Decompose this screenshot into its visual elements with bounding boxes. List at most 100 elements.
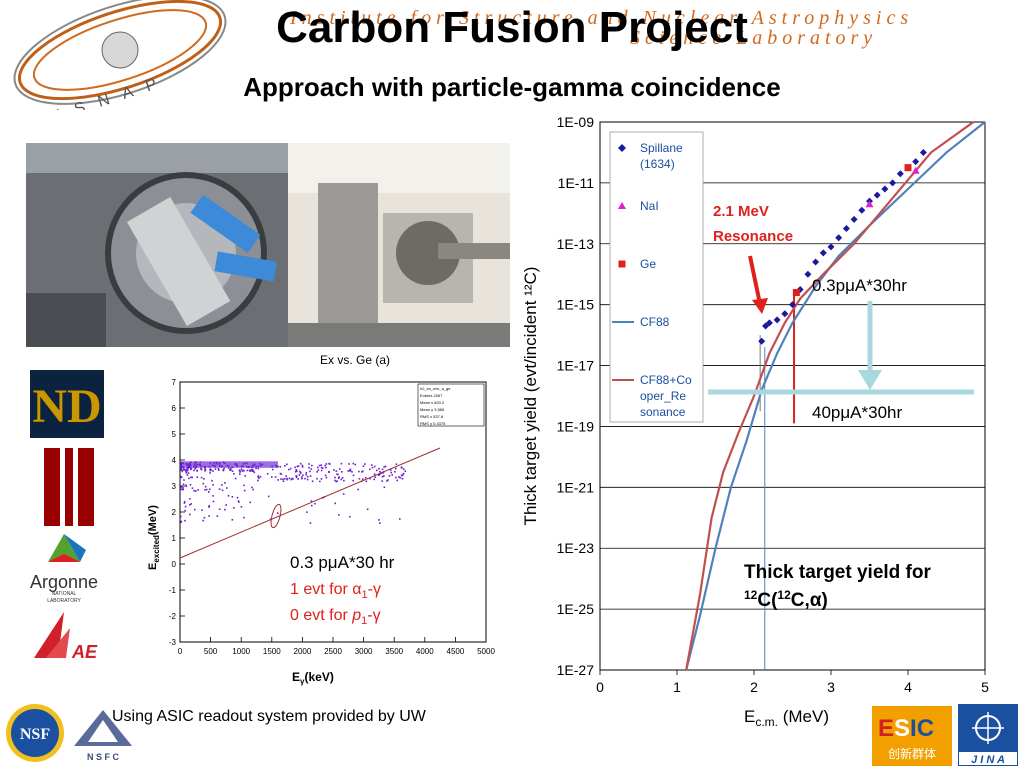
scatter-point — [306, 478, 309, 481]
scatter-point — [190, 476, 192, 479]
scatter-point — [211, 479, 213, 482]
argonne-text: Argonne — [29, 572, 99, 592]
scatter-point — [180, 469, 182, 471]
x-axis-ticks: 0 500 1000 1500 2000 2500 3000 3500 4000 4500 5000 — [178, 637, 495, 656]
scatter-point — [283, 478, 286, 480]
scatter-point — [362, 465, 365, 468]
scatter-point — [337, 477, 340, 480]
spillane-point — [889, 179, 897, 187]
y-tick-labels: 1E-09 1E-11 1E-13 1E-15 1E-17 1E-19 1E-21 1E-23… — [557, 114, 595, 678]
legend-label: NaI — [640, 199, 659, 213]
y-tick-label: 2 — [172, 508, 177, 517]
y-tick-label: 1 — [172, 534, 177, 543]
scatter-point — [274, 476, 277, 478]
scatter-point — [267, 495, 270, 498]
scatter-point — [299, 472, 302, 474]
scatter-point — [351, 471, 353, 473]
scatter-point — [340, 462, 343, 465]
x-tick-label: 4 — [904, 679, 912, 695]
scatter-point — [218, 508, 221, 511]
indiana-university-logo — [44, 448, 94, 526]
scatter-point — [308, 463, 310, 465]
svg-text:ND: ND — [32, 380, 101, 433]
series-layer — [685, 121, 986, 671]
scatter-point — [338, 476, 340, 478]
legend-label: Ge — [640, 257, 656, 271]
scatter-point — [379, 470, 381, 473]
scatter-point — [186, 468, 188, 470]
scatter-point — [212, 470, 214, 472]
spillane-point — [896, 170, 904, 178]
legend-marker — [618, 202, 626, 209]
upper-sensitivity-label: 0.3pμA*30hr — [812, 276, 907, 295]
scatter-point — [305, 471, 308, 474]
scatter-point — [280, 473, 283, 475]
scatter-point — [243, 484, 245, 487]
scatter-point — [246, 469, 249, 472]
scatter-point — [202, 482, 205, 485]
spillane-point — [919, 148, 927, 156]
scatter-point — [196, 469, 198, 472]
scatter-point — [381, 475, 384, 478]
scatter-point — [317, 466, 319, 469]
notre-dame-logo: ND — [30, 370, 104, 438]
scatter-point — [180, 488, 182, 490]
scatter-point — [200, 468, 203, 471]
isnap-logo: ISNAP — [13, 0, 227, 110]
scatter-point — [381, 480, 383, 482]
thick-target-caption-line2: 12C(12C,α) — [744, 588, 828, 611]
scatter-point — [369, 477, 371, 480]
scatter-point — [249, 501, 252, 504]
scatter-point — [189, 513, 191, 516]
scatter-point — [364, 463, 366, 465]
y-tick-label: 5 — [172, 430, 177, 439]
legend-label: (1634) — [640, 157, 675, 171]
argonne-sub1: NATIONAL — [51, 591, 77, 597]
scatter-point — [352, 462, 355, 465]
scatter-point — [185, 471, 188, 474]
scatter-point — [333, 469, 335, 471]
plot-annotation-proton: 0 evt for p1-γ — [290, 607, 381, 627]
scatter-point — [349, 469, 352, 472]
spillane-point — [858, 206, 866, 214]
scatter-point — [310, 504, 313, 507]
scatter-point — [257, 467, 260, 470]
spillane-point — [796, 285, 804, 293]
scatter-point — [191, 487, 194, 489]
ge-point — [792, 288, 800, 296]
scatter-point — [310, 500, 313, 502]
scatter-point — [190, 503, 193, 505]
stats-rmsy: RMS y 0.4375 — [420, 421, 446, 426]
scatter-point — [181, 470, 184, 473]
scatter-point — [311, 480, 314, 483]
x-tick-label: 2000 — [294, 647, 312, 656]
scatter-point — [241, 470, 243, 472]
scatter-point — [196, 476, 199, 478]
scatter-point — [193, 508, 196, 511]
scatter-point — [301, 477, 303, 480]
scatter-point — [248, 469, 251, 472]
scatter-point — [270, 476, 273, 478]
plot-annotation-exposure: 0.3 pμA*30 hr — [290, 553, 395, 572]
y-tick-label: -3 — [169, 638, 177, 647]
scatter-point — [329, 463, 331, 465]
scatter-point — [318, 464, 321, 467]
scatter-point — [373, 473, 376, 475]
scatter-point — [338, 514, 340, 516]
ex-ge-ylabel: Eexcited(MeV) — [147, 505, 161, 570]
scatter-point — [200, 476, 203, 479]
scatter-point — [208, 488, 211, 491]
scatter-point — [226, 487, 228, 489]
scatter-point — [238, 473, 241, 475]
scatter-point — [378, 467, 380, 470]
scatter-point — [335, 480, 338, 483]
scatter-point — [216, 515, 219, 517]
scatter-point — [224, 508, 226, 511]
scatter-point — [403, 468, 405, 471]
scatter-point — [203, 478, 205, 480]
scatter-point — [227, 467, 230, 469]
x-tick-label: 500 — [204, 647, 218, 656]
y-axis-ticks: 7 6 5 4 3 2 1 0 -1 -2 -3 — [169, 378, 185, 647]
scatter-point — [352, 474, 355, 477]
scatter-point — [295, 469, 297, 471]
